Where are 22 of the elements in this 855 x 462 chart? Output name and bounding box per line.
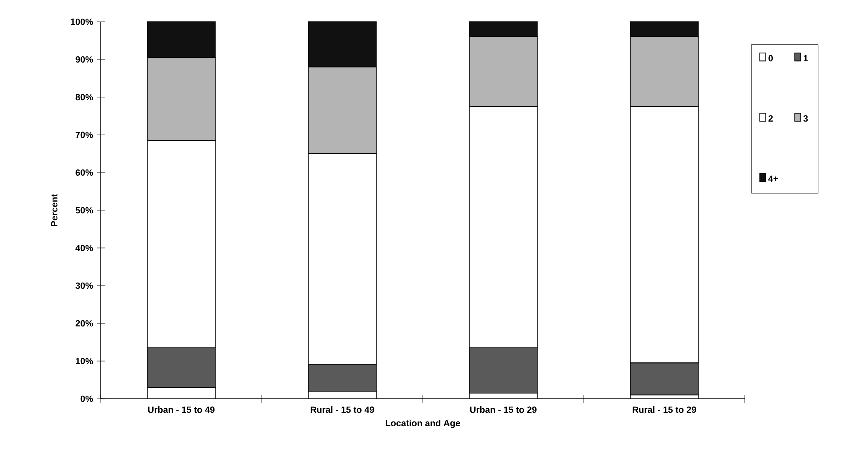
x-tick-label: Urban - 15 to 29	[470, 406, 537, 414]
x-tick-label: Rural - 15 to 49	[310, 406, 374, 414]
y-tick-label: 20%	[76, 320, 94, 327]
legend-label: 0	[768, 55, 774, 62]
y-tick-label: 30%	[76, 282, 94, 290]
x-tick-label: Rural - 15 to 29	[632, 406, 696, 414]
y-tick-label: 100%	[71, 18, 94, 26]
y-tick-label: 0%	[80, 396, 94, 402]
y-tick-label: 10%	[76, 358, 94, 364]
y-axis-title: Percent	[51, 194, 58, 226]
y-tick-label: 50%	[76, 207, 94, 214]
y-tick-label: 80%	[76, 94, 94, 101]
x-tick-label: Urban - 15 to 49	[148, 406, 215, 414]
y-tick-label: 40%	[76, 245, 94, 252]
legend-label: 2	[768, 116, 774, 122]
legend-label: 3	[804, 116, 808, 122]
y-tick-label: 70%	[76, 132, 94, 138]
y-tick-label: 90%	[76, 56, 94, 63]
x-axis-title: Location and Age	[386, 420, 460, 428]
legend-label: 1	[804, 55, 808, 62]
legend-label: 4+	[768, 176, 778, 182]
y-tick-label: 60%	[76, 170, 94, 176]
